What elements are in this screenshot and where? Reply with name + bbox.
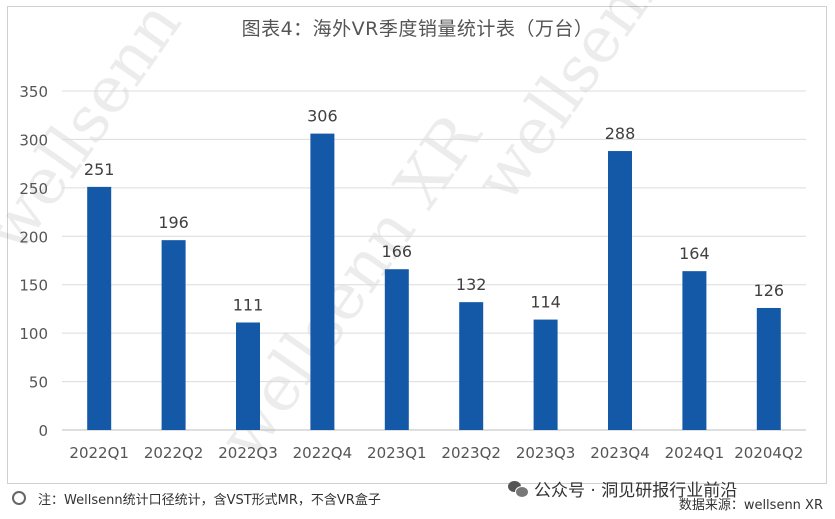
y-tick-label: 350 bbox=[19, 83, 48, 101]
data-label: 251 bbox=[84, 160, 115, 179]
bar-chart: 0 50 100 150 200 250 300 350 251 196 111 306 166 132… bbox=[19, 83, 806, 462]
x-tick-label: 2022Q4 bbox=[293, 444, 353, 462]
y-tick-label: 200 bbox=[19, 228, 48, 246]
wechat-icon bbox=[508, 480, 529, 498]
bar bbox=[236, 322, 260, 430]
data-label: 166 bbox=[382, 242, 413, 261]
bar bbox=[608, 151, 632, 430]
x-tick-label: 2023Q1 bbox=[367, 444, 427, 462]
x-tick-label: 2023Q2 bbox=[441, 444, 501, 462]
data-label: 164 bbox=[679, 244, 710, 263]
x-tick-label: 2022Q2 bbox=[144, 444, 204, 462]
data-label: 132 bbox=[456, 275, 487, 294]
x-tick-label: 2023Q4 bbox=[590, 444, 650, 462]
bar bbox=[87, 186, 112, 430]
y-tick-label: 100 bbox=[19, 325, 48, 343]
data-label: 196 bbox=[158, 213, 189, 232]
data-source: 数据来源：wellsenn XR bbox=[678, 498, 823, 513]
y-tick-label: 150 bbox=[19, 277, 48, 295]
y-tick-label: 50 bbox=[29, 374, 48, 392]
bar bbox=[384, 269, 409, 430]
footnote: 注：Wellsenn统计口径统计，含VST形式MR，不含VR盒子 bbox=[38, 493, 381, 508]
x-tick-label: 2022Q3 bbox=[218, 444, 278, 462]
bar bbox=[161, 240, 186, 430]
bar bbox=[310, 133, 335, 431]
chart-frame bbox=[7, 6, 827, 484]
x-tick-label: 20204Q2 bbox=[734, 444, 803, 462]
y-tick-label: 0 bbox=[38, 422, 48, 440]
y-tick-label: 300 bbox=[19, 131, 48, 149]
y-tick-label: 250 bbox=[19, 180, 48, 198]
data-label: 126 bbox=[754, 281, 785, 300]
wechat-badge: 公众号 · 洞见研报行业前沿 bbox=[508, 476, 737, 501]
x-tick-label: 2024Q1 bbox=[665, 444, 725, 462]
data-label: 306 bbox=[307, 107, 338, 126]
bar bbox=[682, 271, 707, 430]
bar bbox=[756, 307, 781, 430]
bar bbox=[459, 302, 484, 430]
data-label: 111 bbox=[233, 295, 264, 314]
chart-title: 图表4：海外VR季度销量统计表（万台） bbox=[241, 18, 594, 40]
share-icon bbox=[12, 491, 26, 505]
x-tick-label: 2022Q1 bbox=[69, 444, 129, 462]
wechat-label: 公众号 · 洞见研报行业前沿 bbox=[534, 481, 738, 501]
data-label: 114 bbox=[530, 293, 561, 312]
x-tick-label: 2023Q3 bbox=[516, 444, 576, 462]
data-label: 288 bbox=[605, 124, 636, 143]
bar bbox=[533, 319, 558, 430]
